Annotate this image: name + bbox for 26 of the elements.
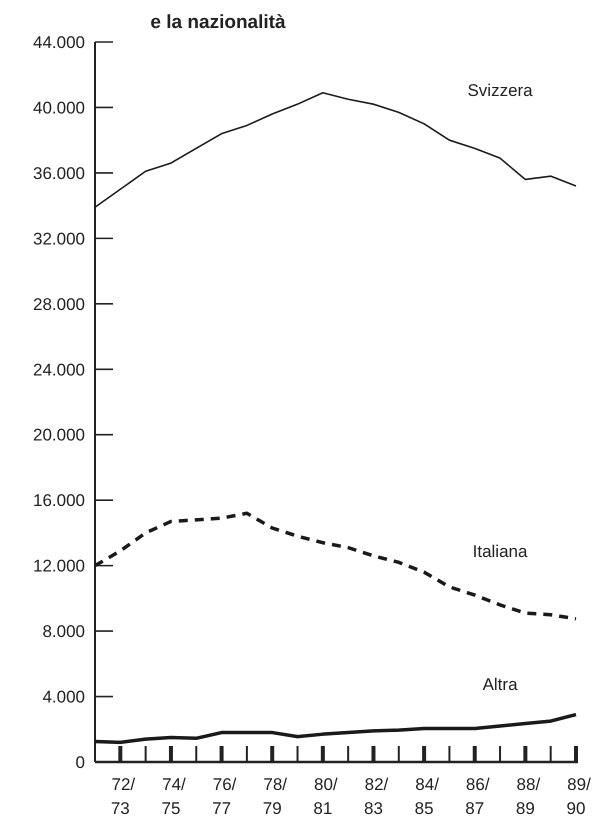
y-tick-label: 8.000 bbox=[42, 622, 85, 642]
y-tick-label: 28.000 bbox=[33, 294, 85, 314]
series-label: Altra bbox=[482, 675, 518, 694]
y-tick-label: 44.000 bbox=[33, 33, 85, 52]
x-tick-label: 74/75 bbox=[161, 775, 186, 818]
x-tick-label: 80/81 bbox=[313, 775, 338, 818]
series-label: Italiana bbox=[472, 542, 528, 561]
x-tick-label: 82/83 bbox=[364, 775, 389, 818]
y-tick-label: 20.000 bbox=[33, 426, 85, 445]
x-tick-label: 89/90 bbox=[566, 775, 592, 818]
y-tick-label: 40.000 bbox=[33, 98, 85, 118]
x-tick-label: 76/77 bbox=[212, 775, 237, 818]
x-tick-label: 88/89 bbox=[516, 775, 540, 818]
y-tick-label: 4.000 bbox=[42, 688, 85, 707]
x-tick-label: 72/73 bbox=[110, 775, 136, 818]
chart-title: e la nazionalità bbox=[150, 12, 286, 33]
y-tick-label: 12.000 bbox=[33, 556, 85, 576]
y-tick-label: 0 bbox=[76, 753, 85, 772]
x-tick-label: 84/85 bbox=[414, 775, 440, 818]
y-tick-label: 36.000 bbox=[33, 164, 85, 183]
x-tick-label: 86/87 bbox=[465, 775, 490, 818]
y-tick-label: 24.000 bbox=[33, 360, 85, 380]
x-tick-label: 78/79 bbox=[262, 775, 288, 818]
y-tick-label: 16.000 bbox=[33, 491, 85, 510]
y-tick-label: 32.000 bbox=[33, 229, 85, 248]
text: Svizzera bbox=[467, 81, 534, 100]
